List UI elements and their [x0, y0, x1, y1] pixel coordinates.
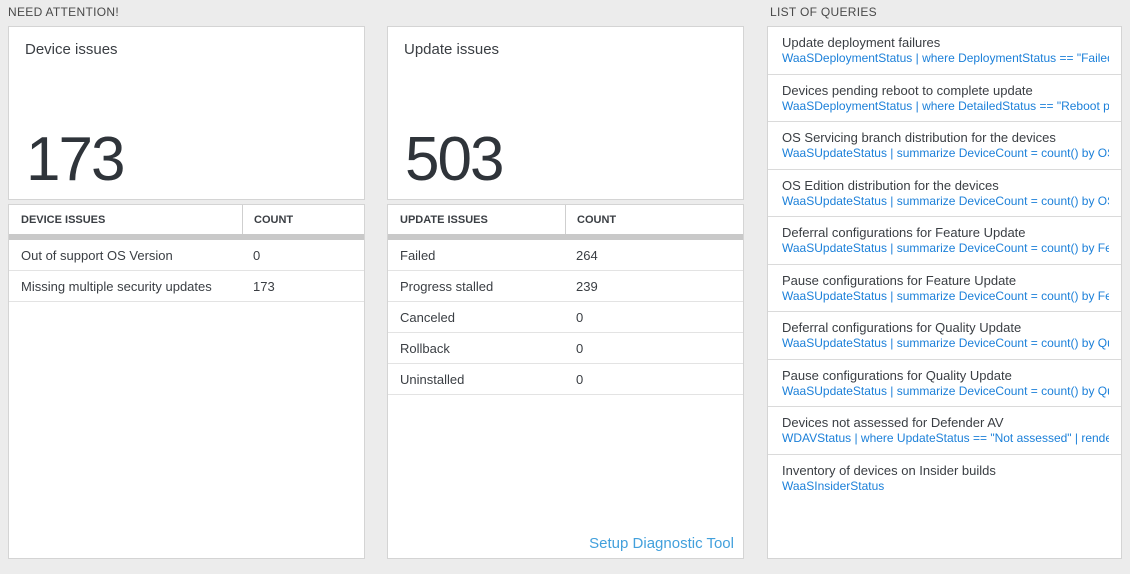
update-issues-card[interactable]: Update issues 503 — [387, 26, 744, 200]
device-issues-column-header: DEVICE ISSUES — [9, 205, 243, 234]
device-issues-count-value: 173 — [26, 125, 125, 194]
query-list-item[interactable]: Update deployment failures WaaSDeploymen… — [768, 27, 1121, 75]
section-title-need-attention: NEED ATTENTION! — [8, 5, 119, 19]
table-row[interactable]: Rollback 0 — [388, 333, 743, 364]
issue-label: Missing multiple security updates — [21, 278, 212, 294]
device-issues-table: DEVICE ISSUES COUNT Out of support OS Ve… — [8, 204, 365, 559]
query-code: WaaSUpdateStatus | summarize DeviceCount… — [782, 336, 1109, 350]
query-title: OS Servicing branch distribution for the… — [782, 130, 1056, 145]
issue-label: Out of support OS Version — [21, 247, 173, 263]
device-issues-card-label: Device issues — [25, 41, 118, 58]
query-list-item[interactable]: Devices pending reboot to complete updat… — [768, 75, 1121, 122]
issue-label: Canceled — [400, 309, 455, 325]
query-code: WaaSUpdateStatus | summarize DeviceCount… — [782, 288, 1109, 303]
table-header-divider-bar — [388, 234, 743, 240]
query-list-item[interactable]: Deferral configurations for Feature Upda… — [768, 217, 1121, 265]
update-issues-column-header: UPDATE ISSUES — [388, 205, 566, 234]
table-row[interactable]: Failed 264 — [388, 240, 743, 271]
table-header-divider-bar — [9, 234, 364, 240]
table-row[interactable]: Uninstalled 0 — [388, 364, 743, 395]
update-issues-table-header: UPDATE ISSUES COUNT — [388, 205, 743, 234]
issue-count: 0 — [576, 340, 584, 356]
query-list-item[interactable]: OS Edition distribution for the devices … — [768, 170, 1121, 217]
update-issues-card-label: Update issues — [404, 41, 500, 58]
issue-count: 0 — [253, 247, 261, 263]
query-title: Devices not assessed for Defender AV — [782, 415, 1004, 430]
query-code: WaaSUpdateStatus | summarize DeviceCount… — [782, 241, 1109, 255]
issue-label: Progress stalled — [400, 278, 494, 294]
query-code: WaaSUpdateStatus | summarize DeviceCount… — [782, 146, 1109, 160]
query-code: WDAVStatus | where UpdateStatus == "Not … — [782, 431, 1109, 445]
table-row[interactable]: Out of support OS Version 0 — [9, 240, 364, 271]
issue-label: Failed — [400, 247, 436, 263]
device-issues-card[interactable]: Device issues 173 — [8, 26, 365, 200]
query-code: WaaSInsiderStatus — [782, 478, 885, 493]
setup-diagnostic-tool-link[interactable]: Setup Diagnostic Tool — [589, 535, 734, 552]
issue-count: 264 — [576, 247, 598, 263]
query-title: Inventory of devices on Insider builds — [782, 462, 996, 478]
issue-count: 239 — [576, 278, 598, 294]
issue-count: 0 — [576, 371, 584, 387]
query-code: WaaSDeploymentStatus | where DetailedSta… — [782, 98, 1109, 113]
query-list-item[interactable]: Pause configurations for Quality Update … — [768, 360, 1121, 407]
query-code: WaaSDeploymentStatus | where DeploymentS… — [782, 51, 1109, 65]
table-row[interactable]: Progress stalled 239 — [388, 271, 743, 302]
count-column-header: COUNT — [577, 213, 617, 226]
list-of-queries-panel: Update deployment failures WaaSDeploymen… — [767, 26, 1122, 559]
issue-count: 0 — [576, 309, 584, 325]
issue-count: 173 — [253, 278, 275, 294]
device-issues-table-header: DEVICE ISSUES COUNT — [9, 205, 364, 234]
section-title-list-of-queries: LIST OF QUERIES — [770, 5, 877, 19]
query-title: Devices pending reboot to complete updat… — [782, 82, 1033, 98]
query-title: Deferral configurations for Feature Upda… — [782, 225, 1026, 240]
update-issues-count-value: 503 — [405, 125, 504, 194]
query-title: Deferral configurations for Quality Upda… — [782, 320, 1022, 335]
query-code: WaaSUpdateStatus | summarize DeviceCount… — [782, 383, 1109, 398]
query-title: Update deployment failures — [782, 35, 941, 50]
query-list-item[interactable]: Inventory of devices on Insider builds W… — [768, 455, 1121, 503]
query-title: Pause configurations for Feature Update — [782, 272, 1017, 288]
query-list-item[interactable]: Pause configurations for Feature Update … — [768, 265, 1121, 312]
issue-label: Uninstalled — [400, 371, 465, 387]
count-column-header: COUNT — [254, 213, 294, 226]
update-issues-table: UPDATE ISSUES COUNT Failed 264 Progress … — [387, 204, 744, 559]
table-row[interactable]: Canceled 0 — [388, 302, 743, 333]
query-title: Pause configurations for Quality Update — [782, 367, 1012, 383]
issue-label: Rollback — [400, 340, 450, 356]
query-title: OS Edition distribution for the devices — [782, 177, 999, 193]
table-row[interactable]: Missing multiple security updates 173 — [9, 271, 364, 302]
query-list-item[interactable]: Devices not assessed for Defender AV WDA… — [768, 407, 1121, 455]
query-code: WaaSUpdateStatus | summarize DeviceCount… — [782, 193, 1109, 208]
query-list-item[interactable]: Deferral configurations for Quality Upda… — [768, 312, 1121, 360]
query-list-item[interactable]: OS Servicing branch distribution for the… — [768, 122, 1121, 170]
